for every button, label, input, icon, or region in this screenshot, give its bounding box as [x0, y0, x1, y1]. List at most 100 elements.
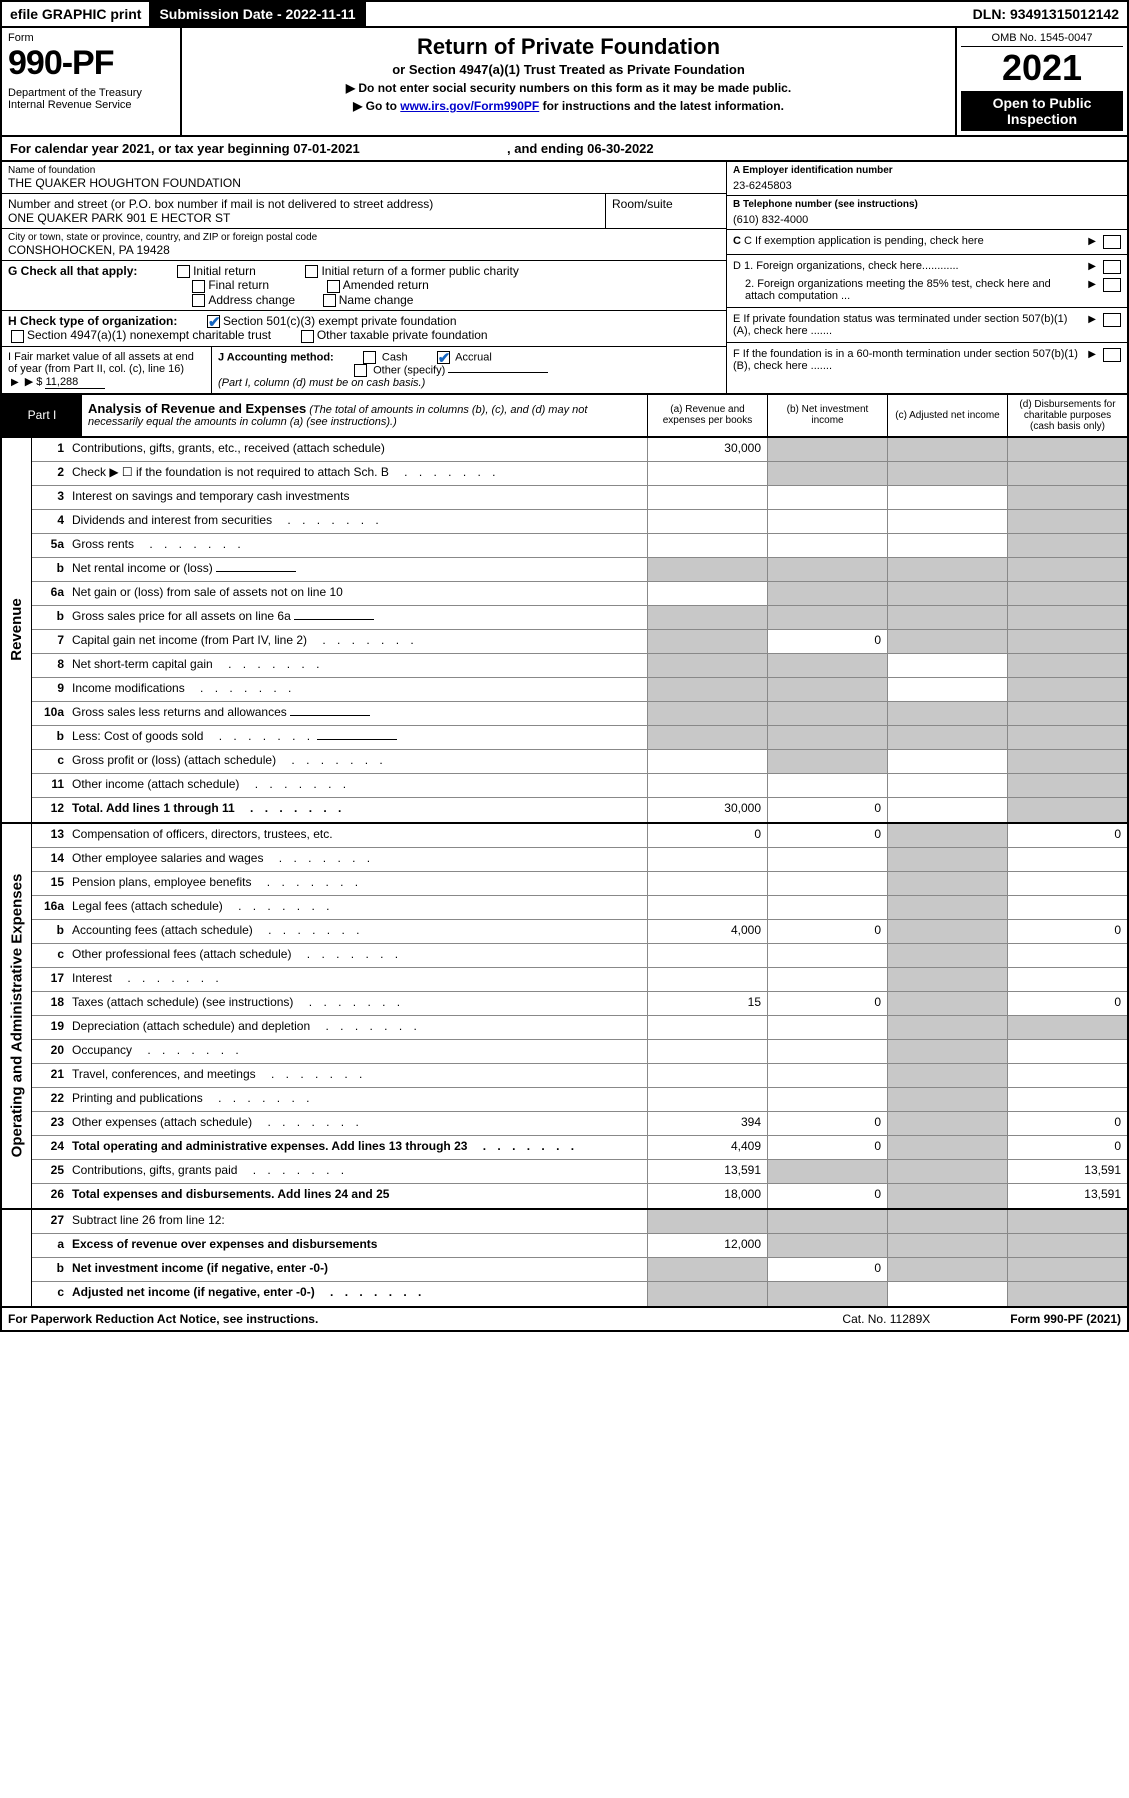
table-row: 12Total. Add lines 1 through 11 . . . . … — [32, 798, 1127, 822]
col-d-header: (d) Disbursements for charitable purpose… — [1007, 395, 1127, 436]
checkbox-accrual[interactable] — [437, 351, 450, 364]
cell — [767, 1064, 887, 1087]
table-row: 19Depreciation (attach schedule) and dep… — [32, 1016, 1127, 1040]
cell — [767, 654, 887, 677]
checkbox-other-taxable[interactable] — [301, 330, 314, 343]
table-row: 6aNet gain or (loss) from sale of assets… — [32, 582, 1127, 606]
table-row: 3Interest on savings and temporary cash … — [32, 486, 1127, 510]
cell — [767, 510, 887, 533]
cell — [887, 1160, 1007, 1183]
cell — [1007, 1258, 1127, 1281]
cell — [767, 726, 887, 749]
cell — [767, 1040, 887, 1063]
cell — [1007, 630, 1127, 653]
checkbox-cash[interactable] — [363, 351, 376, 364]
table-row: bAccounting fees (attach schedule) . . .… — [32, 920, 1127, 944]
expense-rows: 13Compensation of officers, directors, t… — [32, 824, 1127, 1208]
cell — [767, 558, 887, 581]
dept-label: Department of the Treasury Internal Reve… — [8, 87, 174, 111]
table-row: bNet rental income or (loss) — [32, 558, 1127, 582]
cell — [887, 462, 1007, 485]
table-row: 26Total expenses and disbursements. Add … — [32, 1184, 1127, 1208]
checkbox-initial-return[interactable] — [177, 265, 190, 278]
row-number: b — [32, 558, 68, 581]
row-desc: Printing and publications . . . . . . . — [68, 1088, 647, 1111]
row-number: 17 — [32, 968, 68, 991]
arrow-icon — [1088, 348, 1096, 360]
cell — [767, 750, 887, 773]
cell: 4,409 — [647, 1136, 767, 1159]
cell — [887, 1088, 1007, 1111]
row-number: 3 — [32, 486, 68, 509]
checkbox-initial-public[interactable] — [305, 265, 318, 278]
cell — [1007, 872, 1127, 895]
topbar: efile GRAPHIC print Submission Date - 20… — [0, 0, 1129, 28]
row-number: 26 — [32, 1184, 68, 1208]
cell — [1007, 606, 1127, 629]
cell — [647, 486, 767, 509]
cell — [767, 896, 887, 919]
instructions-link[interactable]: www.irs.gov/Form990PF — [400, 99, 539, 113]
checkbox-amended[interactable] — [327, 280, 340, 293]
table-row: bNet investment income (if negative, ent… — [32, 1258, 1127, 1282]
col-c-header: (c) Adjusted net income — [887, 395, 1007, 436]
row-desc: Total. Add lines 1 through 11 . . . . . … — [68, 798, 647, 822]
note-2: ▶ Go to www.irs.gov/Form990PF for instru… — [188, 99, 949, 113]
row-desc: Other expenses (attach schedule) . . . .… — [68, 1112, 647, 1135]
row-number: b — [32, 1258, 68, 1281]
table-row: cAdjusted net income (if negative, enter… — [32, 1282, 1127, 1306]
cell — [1007, 1040, 1127, 1063]
row-desc: Other income (attach schedule) . . . . .… — [68, 774, 647, 797]
arrow-icon — [1088, 278, 1096, 290]
part1-header: Part I Analysis of Revenue and Expenses … — [0, 395, 1129, 438]
checkbox-address-change[interactable] — [192, 294, 205, 307]
checkbox-name-change[interactable] — [323, 294, 336, 307]
table-row: 15Pension plans, employee benefits . . .… — [32, 872, 1127, 896]
checkbox-f[interactable] — [1103, 348, 1121, 362]
section-i: I Fair market value of all assets at end… — [2, 347, 212, 393]
cell — [887, 606, 1007, 629]
table-row: 14Other employee salaries and wages . . … — [32, 848, 1127, 872]
efile-label: efile GRAPHIC print — [2, 2, 151, 26]
cell: 0 — [767, 824, 887, 847]
row-desc: Taxes (attach schedule) (see instruction… — [68, 992, 647, 1015]
checkbox-501c3[interactable] — [207, 315, 220, 328]
expenses-side-label: Operating and Administrative Expenses — [2, 824, 32, 1208]
row-number: 27 — [32, 1210, 68, 1233]
row-desc: Gross sales price for all assets on line… — [68, 606, 647, 629]
table-row: 8Net short-term capital gain . . . . . .… — [32, 654, 1127, 678]
row-number: a — [32, 1234, 68, 1257]
cell — [647, 1064, 767, 1087]
cell — [1007, 848, 1127, 871]
cell — [887, 678, 1007, 701]
checkbox-4947[interactable] — [11, 330, 24, 343]
checkbox-final-return[interactable] — [192, 280, 205, 293]
cell: 12,000 — [647, 1234, 767, 1257]
row-desc: Depreciation (attach schedule) and deple… — [68, 1016, 647, 1039]
table-row: 20Occupancy . . . . . . . — [32, 1040, 1127, 1064]
row-desc: Less: Cost of goods sold . . . . . . . — [68, 726, 647, 749]
entity-left: Name of foundation THE QUAKER HOUGHTON F… — [2, 162, 727, 393]
cell — [887, 872, 1007, 895]
checkbox-d2[interactable] — [1103, 278, 1121, 292]
part1-desc: Analysis of Revenue and Expenses (The to… — [82, 395, 647, 436]
table-row: 24Total operating and administrative exp… — [32, 1136, 1127, 1160]
row-number: b — [32, 726, 68, 749]
checkbox-e[interactable] — [1103, 313, 1121, 327]
cell — [767, 1016, 887, 1039]
cell — [767, 606, 887, 629]
cell — [1007, 1234, 1127, 1257]
row-number: 11 — [32, 774, 68, 797]
cell: 0 — [767, 1258, 887, 1281]
header-center: Return of Private Foundation or Section … — [182, 28, 957, 135]
checkbox-other-method[interactable] — [354, 364, 367, 377]
col-b-header: (b) Net investment income — [767, 395, 887, 436]
d-cell: D 1. Foreign organizations, check here..… — [727, 255, 1127, 308]
row-number: 6a — [32, 582, 68, 605]
checkbox-d1[interactable] — [1103, 260, 1121, 274]
cell — [1007, 1210, 1127, 1233]
cell — [767, 678, 887, 701]
cell — [1007, 510, 1127, 533]
checkbox-c[interactable] — [1103, 235, 1121, 249]
cell — [1007, 702, 1127, 725]
